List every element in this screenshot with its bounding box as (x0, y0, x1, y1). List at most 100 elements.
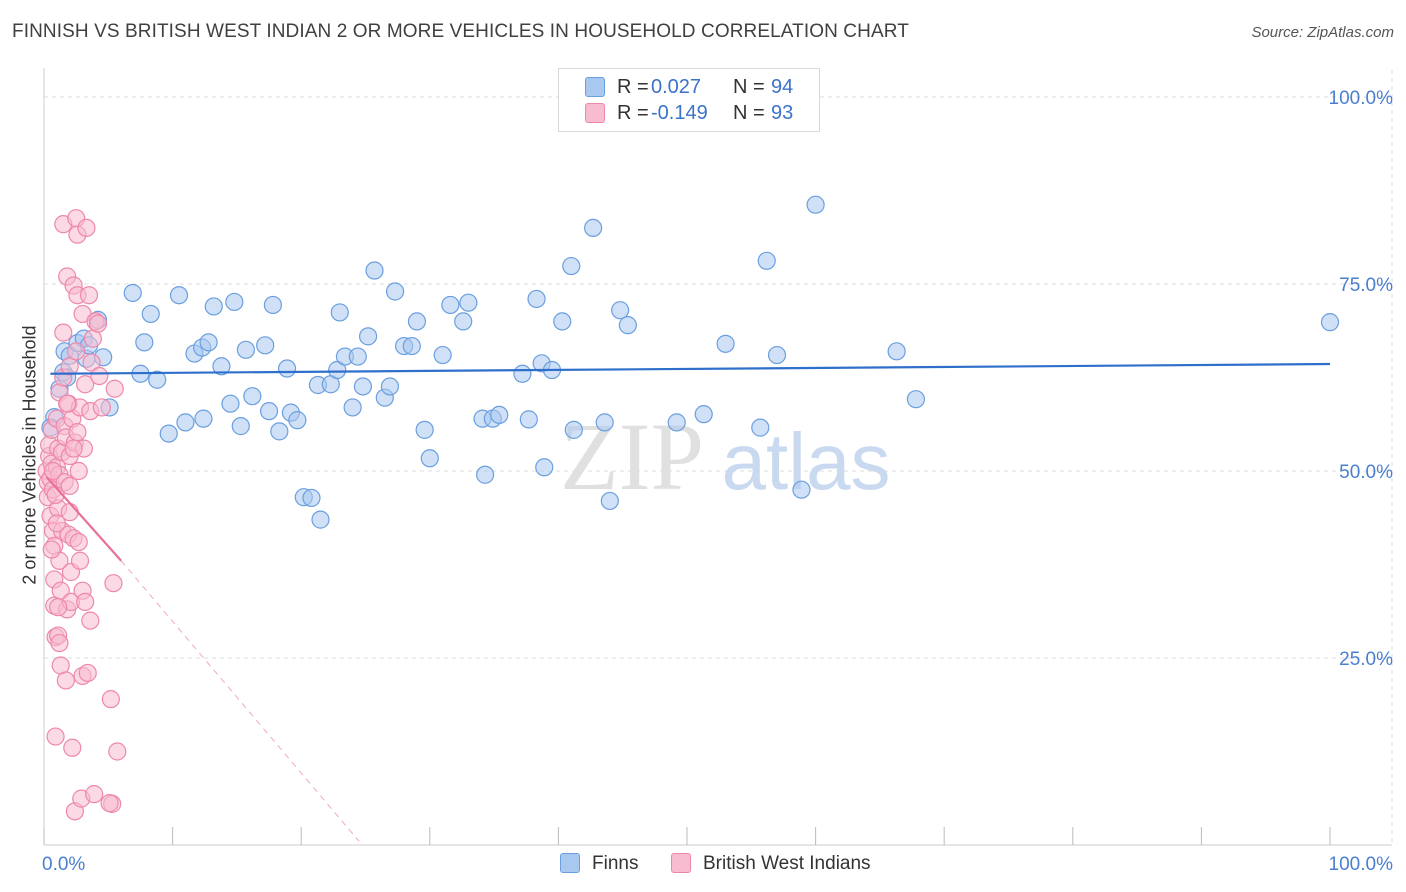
bwi-n-label: N = (733, 102, 765, 124)
bwi-point-65 (76, 592, 95, 612)
legend-finns-label: Finns (592, 853, 639, 874)
finns-point-50 (358, 327, 378, 346)
bwi-point-73 (85, 785, 104, 804)
bwi-point-39 (60, 357, 79, 376)
finns-point-36 (277, 359, 297, 378)
finns-point-69 (519, 410, 538, 429)
legend-bwi-label: British West Indians (703, 853, 871, 874)
legend-bwi-swatch (671, 853, 691, 873)
y-tick-label-100: 100.0% (1329, 88, 1394, 109)
trend-lines (45, 362, 1331, 842)
bwi-point-89 (60, 476, 79, 496)
finns-point-56 (402, 336, 421, 356)
stats-row-bwi: R = -0.149 N = 93 (559, 101, 819, 127)
bwi-point-56 (69, 532, 88, 552)
finns-point-24 (199, 333, 218, 352)
finns-point-87 (767, 345, 787, 365)
finns-r-value: 0.027 (651, 76, 702, 98)
finns-point-16 (141, 304, 160, 324)
finns-point-30 (236, 340, 256, 359)
finns-point-15 (135, 333, 154, 352)
bwi-point-66 (77, 218, 96, 237)
bwi-point-15 (46, 727, 65, 746)
source-label: Source: ZipAtlas.com (1251, 24, 1394, 41)
bwi-point-78 (101, 690, 120, 709)
bwi-point-64 (76, 375, 95, 394)
finns-point-67 (490, 405, 509, 424)
finns-point-79 (600, 491, 619, 511)
bwi-r-label: R = (617, 102, 649, 124)
grid-layer (44, 70, 1393, 845)
bwi-point-68 (79, 286, 99, 305)
finns-point-76 (564, 420, 583, 439)
finns-point-83 (694, 405, 713, 424)
finns-point-44 (328, 360, 347, 380)
bwi-point-44 (63, 738, 82, 757)
finns-point-48 (348, 347, 367, 366)
x-tick-label-100: 100.0% (1329, 854, 1394, 875)
bwi-point-75 (88, 314, 108, 333)
finns-point-17 (148, 370, 167, 389)
finns-point-74 (553, 312, 572, 331)
finns-point-85 (751, 418, 770, 437)
finns-point-26 (212, 357, 231, 376)
bwi-point-86 (47, 514, 66, 533)
finns-point-35 (270, 422, 289, 441)
finns-point-31 (243, 387, 262, 406)
finns-point-25 (204, 297, 223, 316)
bwi-trend-line (45, 476, 122, 562)
finns-point-34 (263, 295, 283, 315)
finns-point-45 (330, 303, 349, 322)
finns-swatch (585, 77, 605, 97)
finns-point-77 (584, 218, 603, 237)
finns-point-86 (757, 251, 776, 270)
bwi-point-90 (64, 439, 83, 458)
bwi-n-value: 93 (771, 102, 794, 124)
bwi-point-51 (67, 342, 86, 361)
finns-point-13 (123, 283, 142, 303)
finns-point-40 (302, 488, 321, 508)
finns-n-value: 94 (771, 76, 794, 98)
tick-labels: 25.0% 50.0% 75.0% 100.0% 0.0% 100.0% (42, 88, 1393, 875)
bwi-point-67 (78, 663, 97, 683)
finns-point-20 (176, 413, 195, 432)
x-tick-label-0: 0.0% (42, 854, 85, 875)
y-tick-label-25: 25.0% (1339, 649, 1393, 670)
finns-point-49 (353, 377, 373, 396)
finns-point-75 (562, 256, 581, 276)
finns-point-78 (595, 413, 614, 432)
bwi-point-92 (43, 461, 63, 481)
bwi-swatch (585, 103, 605, 123)
finns-point-54 (385, 282, 405, 301)
bwi-trend-extension (120, 560, 360, 842)
finns-point-19 (169, 286, 189, 305)
finns-point-81 (618, 316, 637, 335)
finns-point-80 (611, 301, 630, 320)
finns-point-68 (513, 364, 532, 383)
bwi-point-82 (108, 742, 127, 761)
finns-point-27 (221, 394, 240, 413)
finns-point-57 (407, 312, 427, 331)
finns-point-92 (1320, 313, 1340, 332)
finns-points (41, 195, 1340, 529)
bwi-point-80 (104, 574, 123, 593)
bwi-point-33 (56, 671, 75, 690)
finns-point-23 (194, 409, 213, 428)
finns-point-72 (535, 458, 554, 477)
y-tick-label-50: 50.0% (1339, 462, 1393, 483)
bwi-point-70 (81, 611, 100, 630)
finns-point-84 (716, 334, 735, 353)
finns-point-38 (288, 411, 307, 430)
bwi-point-81 (105, 379, 124, 398)
bwi-point-58 (70, 551, 90, 570)
bwi-points (37, 209, 127, 821)
bwi-r-value: -0.149 (651, 102, 708, 124)
y-tick-label-75: 75.0% (1339, 275, 1393, 296)
legend-finns-swatch (560, 853, 580, 873)
finns-point-82 (667, 413, 686, 432)
bwi-point-83 (100, 794, 119, 813)
finns-point-53 (380, 377, 400, 396)
stats-row-finns: R = 0.027 N = 94 (559, 75, 819, 101)
finns-point-65 (475, 465, 495, 484)
